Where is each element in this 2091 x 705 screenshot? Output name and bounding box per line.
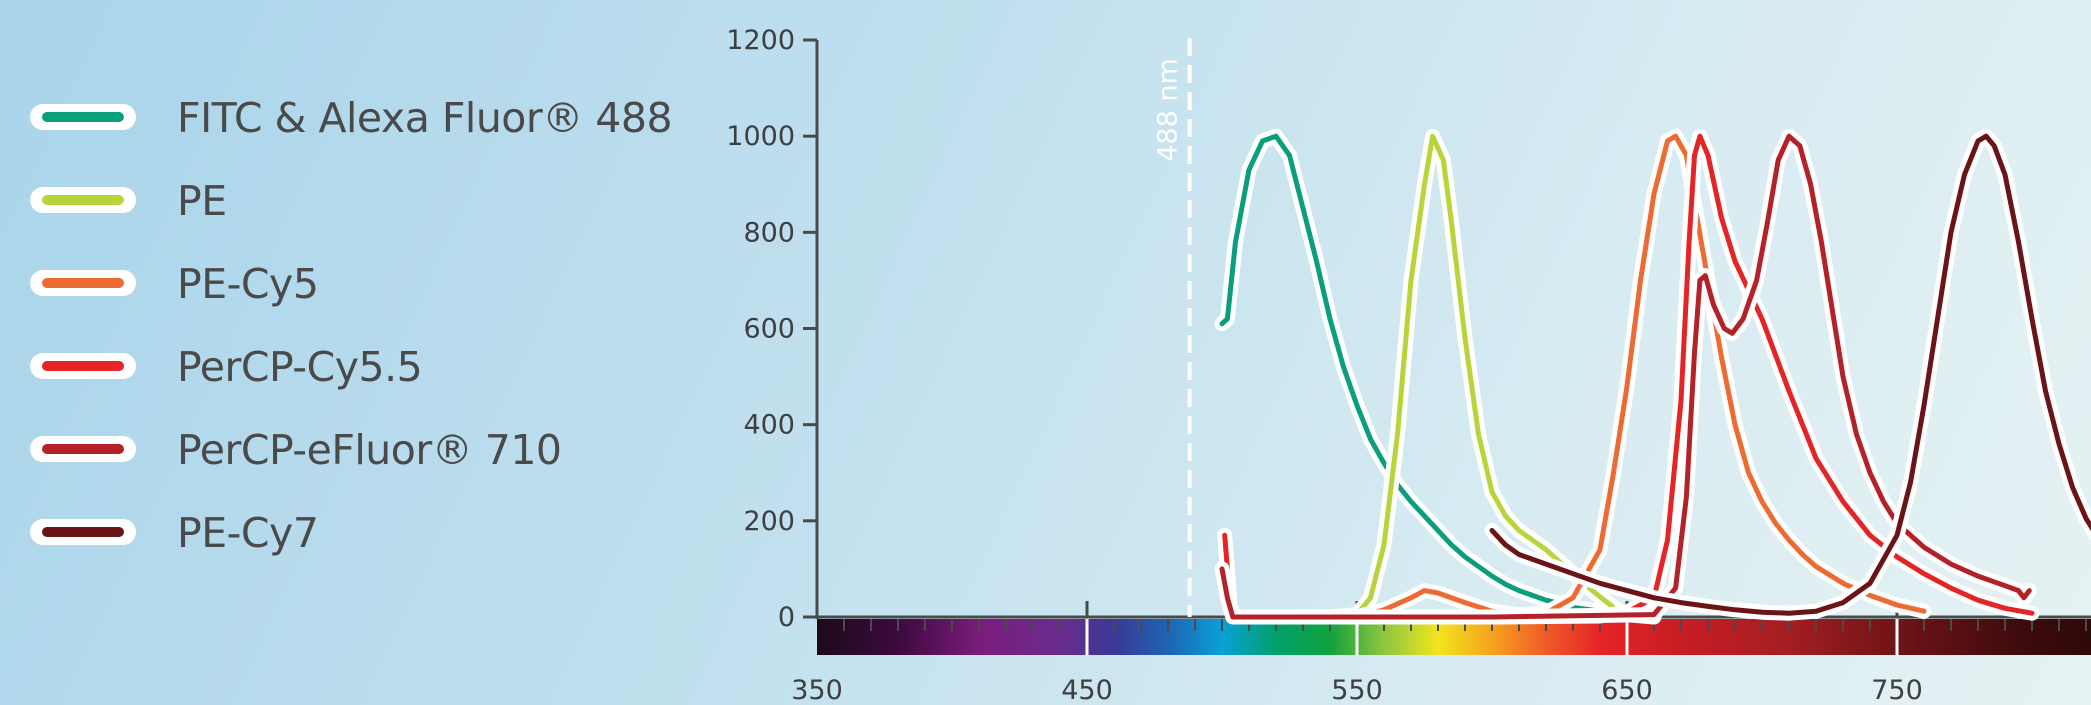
y-tick-label: 400 [743, 410, 795, 441]
x-tick-label: 550 [1331, 675, 1383, 705]
y-tick-label: 600 [743, 314, 795, 345]
y-tick-label: 1200 [726, 25, 795, 56]
series-line [1222, 136, 1654, 615]
series-path [1222, 136, 1654, 615]
y-tick-label: 0 [778, 602, 795, 633]
x-tick-label: 650 [1601, 675, 1653, 705]
y-tick-label: 1000 [726, 121, 795, 152]
x-tick-label: 450 [1061, 675, 1113, 705]
y-tick-label: 200 [743, 506, 795, 537]
excitation-label: 488 nm [1153, 58, 1184, 162]
series-halo [1222, 136, 1654, 615]
y-tick-label: 800 [743, 217, 795, 248]
x-tick-label: 750 [1871, 675, 1923, 705]
x-tick-label: 350 [791, 675, 843, 705]
